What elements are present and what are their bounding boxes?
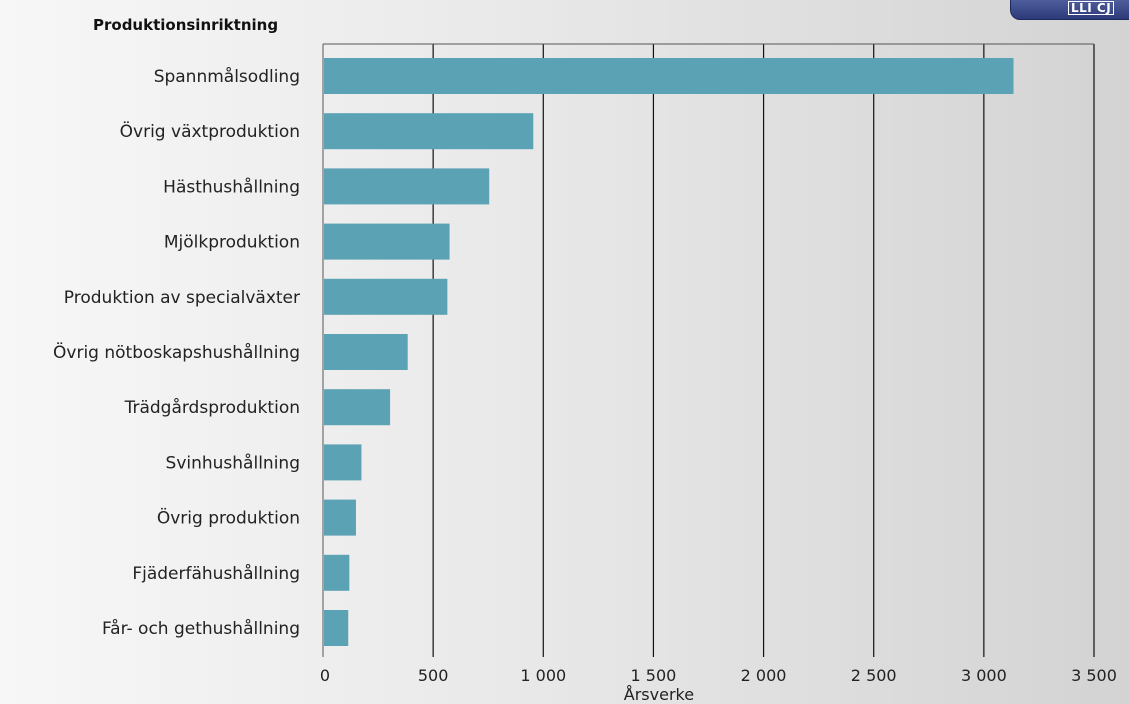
category-label: Övrig produktion <box>157 507 300 529</box>
x-tick-label: 1 500 <box>631 666 677 685</box>
bar <box>324 168 490 205</box>
category-label: Övrig växtproduktion <box>120 120 300 142</box>
bar <box>324 223 450 260</box>
x-tick-label: 2 000 <box>741 666 787 685</box>
corner-badge <box>1010 0 1129 20</box>
category-label: Hästhushållning <box>163 176 300 197</box>
category-label: Övrig nötboskapshushållning <box>53 341 300 363</box>
bar <box>324 58 1014 94</box>
category-label: Trädgårdsproduktion <box>124 397 300 418</box>
bar <box>324 554 350 591</box>
bar <box>324 278 448 315</box>
bar <box>324 444 362 481</box>
x-tick-label: 2 500 <box>851 666 897 685</box>
category-label: Spannmålsodling <box>154 66 300 87</box>
bar <box>324 334 408 370</box>
bar <box>324 389 391 426</box>
bar <box>324 610 349 646</box>
x-tick-label: 0 <box>320 666 330 685</box>
category-label: Får- och gethushållning <box>102 618 300 639</box>
category-label: Fjäderfähushållning <box>132 563 300 584</box>
x-axis-label: Årsverke <box>624 685 694 704</box>
x-tick-label: 1 000 <box>520 666 566 685</box>
bar <box>324 499 356 536</box>
corner-badge-label: LLI CJ <box>1068 1 1115 15</box>
chart-title: Produktionsinriktning <box>93 16 279 34</box>
bar <box>324 113 534 150</box>
x-tick-label: 3 500 <box>1071 666 1117 685</box>
x-tick-label: 500 <box>418 666 449 685</box>
category-label: Svinhushållning <box>166 452 300 473</box>
category-label: Produktion av specialväxter <box>64 288 300 308</box>
category-label: Mjölkproduktion <box>164 233 300 253</box>
x-tick-label: 3 000 <box>961 666 1007 685</box>
